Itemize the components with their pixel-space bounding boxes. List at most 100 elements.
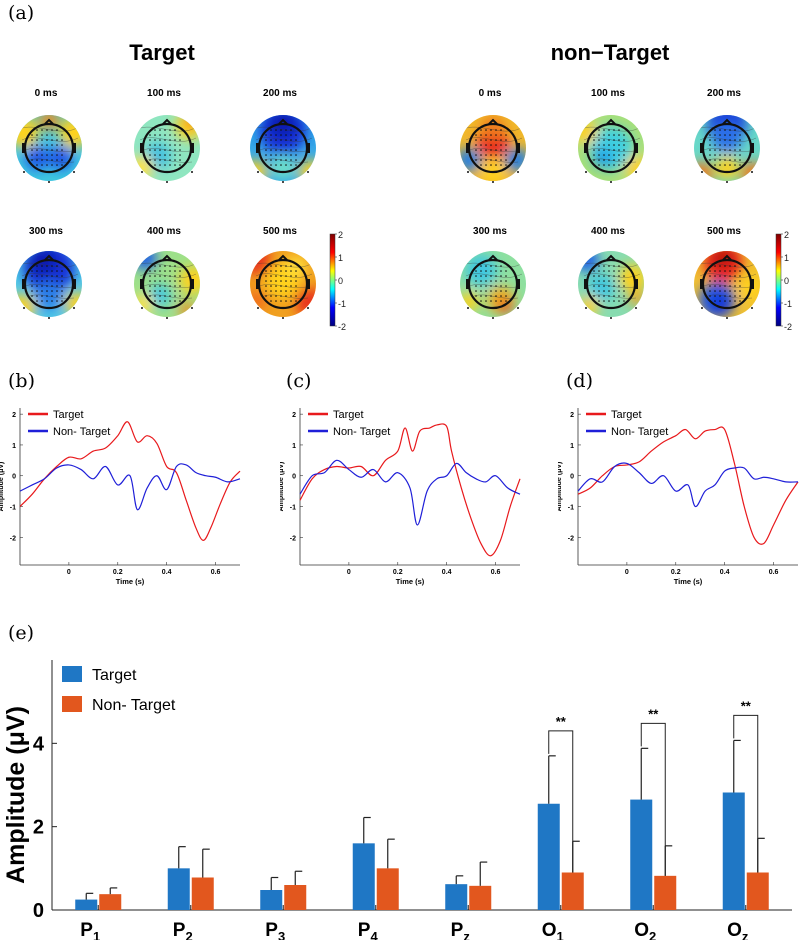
y-axis-label: Amplitude (μV) [0, 462, 5, 512]
legend-label: Target [92, 667, 137, 684]
colorbar-tick-label: 0 [338, 276, 343, 286]
colorbar-tick-label: 1 [338, 253, 343, 263]
significance-bracket [640, 722, 666, 876]
topomap-head [578, 115, 644, 183]
line-chart-b: 2 1 0 -1 -2 0 0.2 0.4 0.6 Time (s) Amplitude (μV) T… [0, 408, 241, 586]
x-tick-label: Pz [451, 920, 471, 940]
legend-label: Target [611, 409, 642, 421]
colorbar: 2 1 0 -1 -2 [329, 230, 346, 330]
colorbar-tick-label: -1 [338, 299, 346, 309]
topomap-time-label: 400 ms [147, 226, 181, 237]
bar-target [630, 799, 653, 910]
bar-target [352, 843, 375, 910]
topomap-head [694, 251, 760, 319]
bar-target [445, 884, 468, 910]
line-chart-d: 2 1 0 -1 -2 0 0.2 0.4 0.6 Time (s) Amplitude (μV) T… [558, 408, 799, 586]
significance-label: ** [556, 714, 567, 729]
x-tick-label: 0.2 [393, 569, 403, 576]
bar-non-target [191, 877, 214, 910]
series-line-non-target [299, 459, 521, 526]
topomap-head [578, 251, 644, 319]
panel-label-a: (a) [8, 2, 35, 24]
y-tick-label: 2 [570, 412, 574, 419]
legend-label: Target [333, 409, 364, 421]
colorbar-tick-label: 1 [784, 253, 789, 263]
x-tick-label: P3 [265, 920, 285, 940]
series-line-target [577, 426, 799, 545]
colorbar: 2 1 0 -1 -2 [775, 230, 792, 330]
y-axis-label: Amplitude (μV) [558, 462, 563, 512]
y-axis-label: Amplitude (μV) [280, 462, 285, 512]
y-tick-label: 0 [292, 474, 296, 481]
series-line-target [299, 423, 521, 557]
topomap-head [134, 115, 200, 183]
x-tick-label: 0.2 [671, 569, 681, 576]
y-tick-label: -2 [10, 535, 16, 542]
colorbar-tick-label: 2 [784, 230, 789, 240]
bar-non-target [561, 872, 584, 910]
bar-non-target [99, 894, 122, 910]
y-tick-label: 0 [570, 474, 574, 481]
x-axis-label: Time (s) [116, 577, 145, 586]
topomap-time-label: 400 ms [591, 226, 625, 237]
bar-target [167, 868, 190, 910]
x-tick-label: O2 [634, 920, 656, 940]
x-tick-label: P1 [80, 920, 100, 940]
x-tick-label: 0.4 [162, 569, 172, 576]
legend-swatch [62, 666, 82, 682]
topomap-title-non-target: non−Target [550, 40, 670, 65]
y-tick-label: -2 [568, 535, 574, 542]
topomap-time-label: 0 ms [34, 88, 58, 99]
panel-label-d: (d) [566, 370, 593, 392]
panel-label-e: (e) [8, 622, 35, 644]
legend-label: Non- Target [53, 426, 110, 438]
topomap-title-target: Target [129, 40, 195, 65]
x-tick-label: 0.6 [211, 569, 221, 576]
topomap-head [460, 251, 526, 319]
bar-target [722, 792, 745, 910]
topomap-head [250, 115, 316, 183]
significance-label: ** [741, 698, 752, 713]
x-tick-label: P2 [173, 920, 193, 940]
x-tick-label: 0 [347, 569, 351, 576]
topomap-time-label: 500 ms [263, 226, 297, 237]
topomap-time-label: 300 ms [473, 226, 507, 237]
x-tick-label: 0.6 [769, 569, 779, 576]
colorbar-tick-label: -2 [338, 322, 346, 330]
y-tick-label: -2 [290, 535, 296, 542]
topomap-time-label: 500 ms [707, 226, 741, 237]
significance-label: ** [648, 706, 659, 721]
legend-label: Non- Target [611, 426, 668, 438]
x-tick-label: P4 [358, 920, 379, 940]
topomap-time-label: 0 ms [478, 88, 502, 99]
topomap-head [134, 251, 200, 319]
colorbar-tick-label: 0 [784, 276, 789, 286]
line-chart-c: 2 1 0 -1 -2 0 0.2 0.4 0.6 Time (s) Amplitude (μV) T… [280, 408, 521, 586]
legend-label: Target [53, 409, 84, 421]
topomap-time-label: 300 ms [29, 226, 63, 237]
y-tick-label: -1 [568, 505, 574, 512]
bar-target [537, 803, 560, 910]
bar-target [75, 899, 98, 910]
y-tick-label: 0 [12, 474, 16, 481]
panel-label-b: (b) [8, 370, 35, 392]
series-line-target [19, 421, 241, 541]
y-tick-label: 1 [570, 443, 574, 450]
x-tick-label: 0.4 [442, 569, 452, 576]
topomap-time-label: 200 ms [707, 88, 741, 99]
topomap-head [16, 115, 82, 183]
topomap-head [16, 251, 82, 319]
x-tick-label: 0.4 [720, 569, 730, 576]
x-tick-label: 0.6 [491, 569, 501, 576]
panel-label-c: (c) [286, 370, 312, 392]
significance-bracket [548, 730, 574, 873]
bar-target [260, 890, 283, 910]
series-line-non-target [577, 462, 799, 508]
legend-swatch [62, 696, 82, 712]
bar-non-target [284, 885, 307, 910]
y-axis-label: Amplitude (μV) [2, 706, 30, 884]
bar-non-target [746, 872, 769, 910]
topomap-head [250, 251, 316, 319]
significance-bracket [733, 714, 759, 873]
